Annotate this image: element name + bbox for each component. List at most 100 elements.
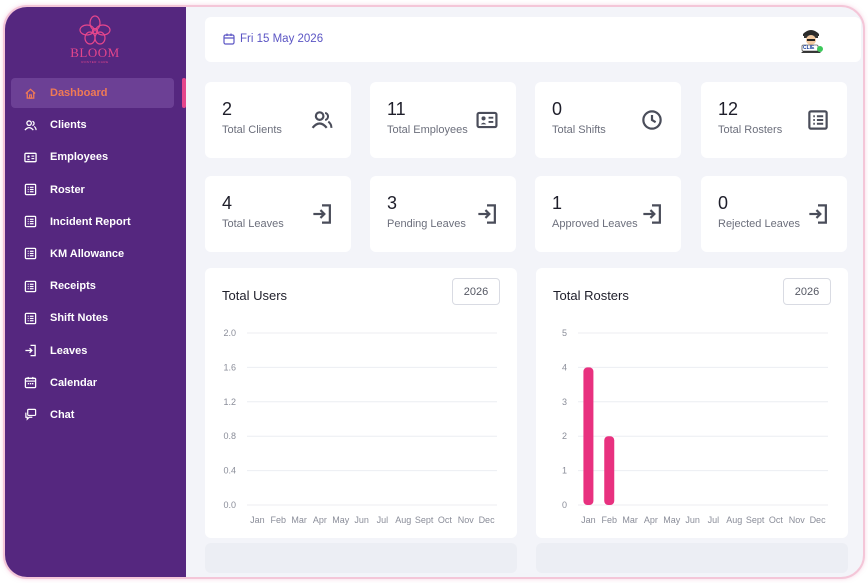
- stat-value: 3: [387, 193, 398, 213]
- y-tick-label: 2: [562, 431, 567, 441]
- y-tick-label: 1.6: [223, 362, 236, 372]
- x-tick-label: Jul: [377, 515, 389, 525]
- sidebar-item-incident-report[interactable]: Incident Report: [11, 207, 174, 237]
- stat-card-total-leaves[interactable]: 4 Total Leaves: [205, 176, 351, 252]
- total-users-title: Total Users: [222, 288, 288, 303]
- sidebar-item-label: Leaves: [50, 344, 88, 357]
- list-icon: [23, 311, 37, 325]
- stat-value: 1: [552, 193, 563, 213]
- active-indicator: [182, 78, 186, 108]
- flower-icon: [79, 15, 111, 45]
- list-icon: [23, 247, 37, 261]
- sidebar-item-label: Receipts: [50, 280, 96, 293]
- y-tick-label: 0.0: [223, 500, 236, 510]
- x-tick-label: May: [663, 515, 681, 525]
- stat-card-total-employees[interactable]: 11 Total Employees: [370, 82, 516, 158]
- login-icon: [641, 203, 663, 225]
- users-icon: [311, 109, 333, 131]
- app-window: BLOOM ROSTER CARE Dashboard Clients Employ…: [3, 5, 865, 579]
- y-tick-label: 0.4: [223, 466, 236, 476]
- user-avatar[interactable]: CLIE: [798, 26, 824, 54]
- sidebar-item-dashboard[interactable]: Dashboard: [11, 78, 174, 108]
- list-icon: [23, 183, 37, 197]
- sidebar-item-km-allowance[interactable]: KM Allowance: [11, 239, 174, 269]
- brand-logo[interactable]: BLOOM ROSTER CARE: [65, 15, 125, 65]
- top-bar: Fri 15 May 2026 CLIE: [205, 17, 861, 62]
- home-icon: [23, 86, 37, 100]
- total-users-year-select[interactable]: 2026: [452, 278, 500, 305]
- bar-feb[interactable]: [604, 436, 615, 505]
- x-tick-label: Jan: [250, 515, 265, 525]
- x-tick-label: Jul: [708, 515, 720, 525]
- x-tick-label: Mar: [291, 515, 307, 525]
- x-tick-label: Feb: [601, 515, 617, 525]
- sidebar-item-chat[interactable]: Chat: [11, 400, 174, 430]
- sidebar: BLOOM ROSTER CARE Dashboard Clients Employ…: [5, 7, 186, 577]
- stat-card-total-shifts[interactable]: 0 Total Shifts: [535, 82, 681, 158]
- y-tick-label: 2.0: [223, 328, 236, 338]
- clock-icon: [641, 109, 663, 131]
- sidebar-item-label: Chat: [50, 408, 75, 421]
- list-icon: [23, 279, 37, 293]
- login-icon: [807, 203, 829, 225]
- sidebar-item-label: Clients: [50, 119, 87, 132]
- id-card-icon: [23, 150, 37, 164]
- x-tick-label: May: [332, 515, 350, 525]
- bottom-panel-left: [205, 543, 517, 573]
- sidebar-item-label: Shift Notes: [50, 312, 109, 325]
- sidebar-item-shift-notes[interactable]: Shift Notes: [11, 303, 174, 333]
- stat-card-pending-leaves[interactable]: 3 Pending Leaves: [370, 176, 516, 252]
- list-icon: [23, 215, 37, 229]
- calendar-icon: [223, 33, 235, 45]
- total-rosters-chart: 0 1 2 3 4 5 Jan Feb Mar Apr May Jun Jul Aug Sept Oct Nov…: [562, 328, 828, 525]
- y-tick-label: 4: [562, 362, 567, 372]
- stat-card-approved-leaves[interactable]: 1 Approved Leaves: [535, 176, 681, 252]
- sidebar-item-leaves[interactable]: Leaves: [11, 336, 174, 366]
- calendar-icon: [23, 376, 37, 390]
- x-tick-label: Oct: [438, 515, 453, 525]
- x-tick-label: Dec: [810, 515, 827, 525]
- total-users-panel: Total Users 2026 0.0 0.4 0.8 1.2 1.6 2.0 Jan Fe…: [205, 268, 517, 538]
- sidebar-nav: Dashboard Clients Employees Roster Incident …: [11, 78, 174, 432]
- sidebar-item-label: Incident Report: [50, 215, 131, 228]
- sidebar-item-clients[interactable]: Clients: [11, 110, 174, 140]
- login-icon: [476, 203, 498, 225]
- y-tick-label: 5: [562, 328, 567, 338]
- y-tick-label: 3: [562, 397, 567, 407]
- x-tick-label: Dec: [479, 515, 496, 525]
- stat-label: Total Rosters: [718, 124, 783, 136]
- stat-label: Pending Leaves: [387, 218, 466, 230]
- sidebar-item-label: Employees: [50, 151, 109, 164]
- sidebar-item-label: KM Allowance: [50, 247, 125, 260]
- x-tick-label: Jun: [685, 515, 700, 525]
- stat-value: 2: [222, 99, 233, 119]
- y-tick-label: 1: [562, 466, 567, 476]
- y-tick-label: 0: [562, 500, 567, 510]
- stat-card-total-rosters[interactable]: 12 Total Rosters: [701, 82, 847, 158]
- stat-label: Total Clients: [222, 124, 282, 136]
- y-tick-label: 1.2: [223, 397, 236, 407]
- sidebar-item-employees[interactable]: Employees: [11, 142, 174, 172]
- stat-label: Total Shifts: [552, 124, 606, 136]
- total-rosters-year-select[interactable]: 2026: [783, 278, 831, 305]
- stat-card-rejected-leaves[interactable]: 0 Rejected Leaves: [701, 176, 847, 252]
- stat-value: 11: [387, 99, 406, 119]
- x-tick-label: Apr: [644, 515, 658, 525]
- sidebar-item-calendar[interactable]: Calendar: [11, 368, 174, 398]
- stat-label: Total Employees: [387, 124, 468, 136]
- sidebar-item-label: Dashboard: [50, 87, 108, 99]
- stat-value: 4: [222, 193, 233, 213]
- stat-card-total-clients[interactable]: 2 Total Clients: [205, 82, 351, 158]
- users-icon: [23, 118, 37, 132]
- y-tick-label: 0.8: [223, 431, 236, 441]
- brand-name: BLOOM: [70, 45, 120, 60]
- sidebar-item-receipts[interactable]: Receipts: [11, 271, 174, 301]
- bottom-panel-right: [536, 543, 848, 573]
- x-tick-label: Aug: [395, 515, 411, 525]
- stat-label: Total Leaves: [222, 218, 284, 230]
- stat-value: 12: [718, 99, 739, 119]
- avatar-icon: [801, 30, 823, 53]
- bar-jan[interactable]: [583, 367, 594, 505]
- x-tick-label: Jun: [354, 515, 369, 525]
- sidebar-item-roster[interactable]: Roster: [11, 175, 174, 205]
